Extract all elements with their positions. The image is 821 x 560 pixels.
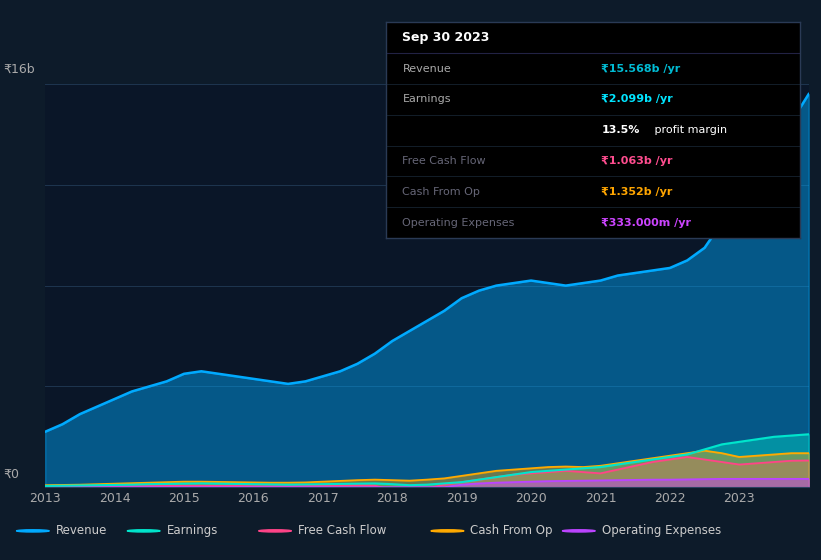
Text: Earnings: Earnings <box>167 524 218 538</box>
Text: Free Cash Flow: Free Cash Flow <box>298 524 387 538</box>
Text: ₹1.063b /yr: ₹1.063b /yr <box>602 156 673 166</box>
Circle shape <box>562 530 595 532</box>
Text: ₹2.099b /yr: ₹2.099b /yr <box>602 95 673 104</box>
Text: 13.5%: 13.5% <box>602 125 640 135</box>
Text: ₹333.000m /yr: ₹333.000m /yr <box>602 218 691 227</box>
Text: Operating Expenses: Operating Expenses <box>602 524 721 538</box>
Text: Revenue: Revenue <box>56 524 108 538</box>
Text: ₹1.352b /yr: ₹1.352b /yr <box>602 187 673 197</box>
Text: Operating Expenses: Operating Expenses <box>402 218 515 227</box>
Text: Earnings: Earnings <box>402 95 451 104</box>
Text: profit margin: profit margin <box>651 125 727 135</box>
Circle shape <box>127 530 160 532</box>
Circle shape <box>259 530 291 532</box>
Text: Cash From Op: Cash From Op <box>470 524 553 538</box>
Text: ₹16b: ₹16b <box>3 63 34 76</box>
Circle shape <box>16 530 49 532</box>
Text: ₹15.568b /yr: ₹15.568b /yr <box>602 64 681 73</box>
Text: Cash From Op: Cash From Op <box>402 187 480 197</box>
Text: ₹0: ₹0 <box>3 468 19 481</box>
Text: Free Cash Flow: Free Cash Flow <box>402 156 486 166</box>
Text: Revenue: Revenue <box>402 64 452 73</box>
Text: Sep 30 2023: Sep 30 2023 <box>402 31 490 44</box>
Circle shape <box>431 530 464 532</box>
